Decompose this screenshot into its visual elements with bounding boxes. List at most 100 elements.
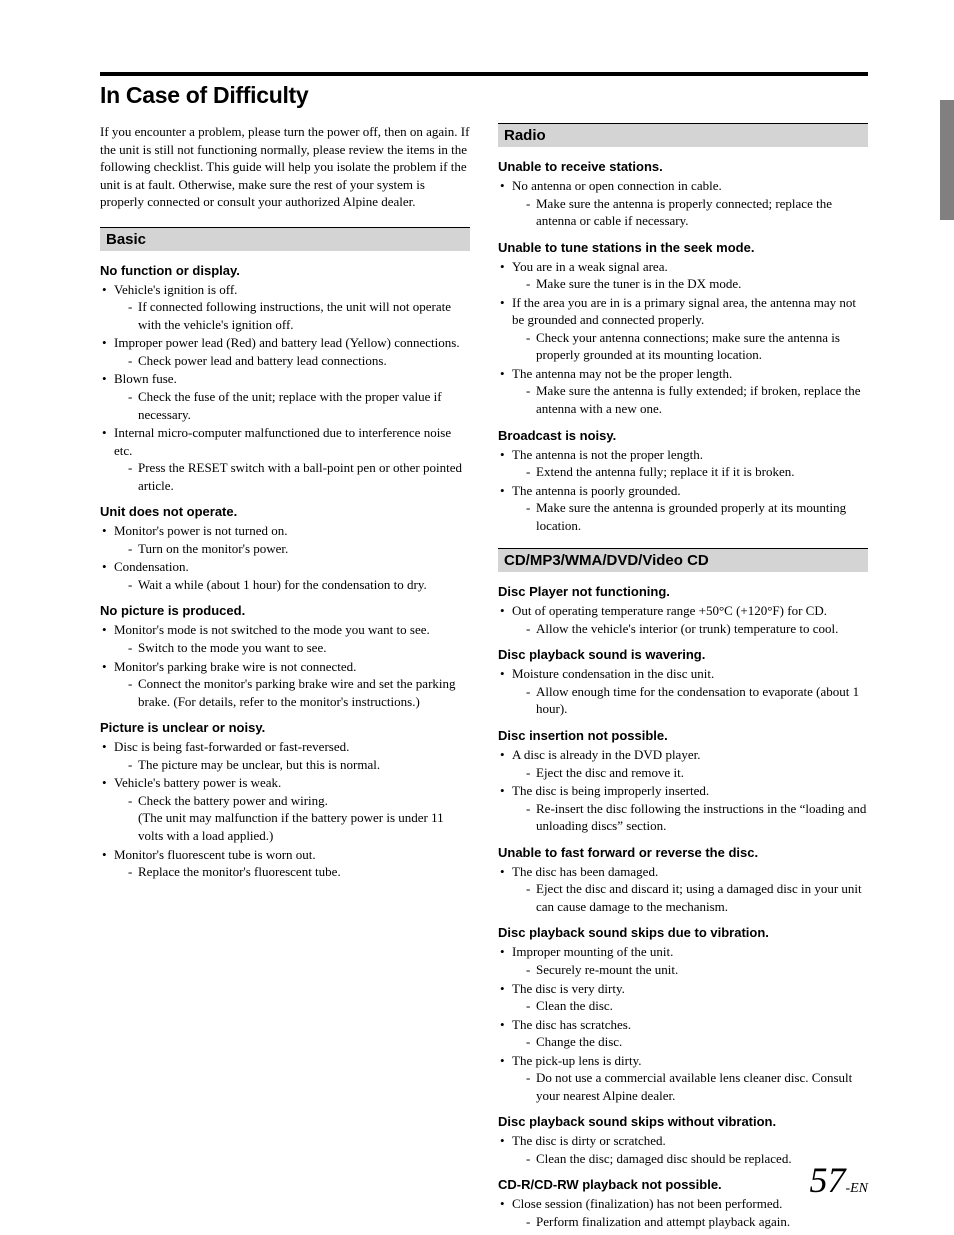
cause-list: Improper mounting of the unit. Securely … [498,943,868,1104]
cause-text: Monitor's fluorescent tube is worn out. [114,847,316,862]
intro-text: If you encounter a problem, please turn … [100,123,470,211]
cause: Vehicle's ignition is off. If connected … [100,281,470,334]
cause-text: Internal micro-computer malfunctioned du… [114,425,451,458]
cause-list: Monitor's mode is not switched to the mo… [100,621,470,710]
problem-heading: Unable to tune stations in the seek mode… [498,240,868,255]
cause: The disc has scratches. Change the disc. [498,1016,868,1051]
cause-list: Moisture condensation in the disc unit. … [498,665,868,718]
cause-text: The antenna may not be the proper length… [512,366,732,381]
cause-text: Disc is being fast-forwarded or fast-rev… [114,739,349,754]
remedy: Allow the vehicle's interior (or trunk) … [512,620,868,638]
right-column: Radio Unable to receive stations. No ant… [498,123,868,1232]
cause-list: Vehicle's ignition is off. If connected … [100,281,470,495]
problem-heading: Unable to fast forward or reverse the di… [498,845,868,860]
remedy: Extend the antenna fully; replace it if … [512,463,868,481]
cause: A disc is already in the DVD player. Eje… [498,746,868,781]
remedy: Make sure the tuner is in the DX mode. [512,275,868,293]
cause: The pick-up lens is dirty. Do not use a … [498,1052,868,1105]
problem-heading: Disc playback sound skips without vibrat… [498,1114,868,1129]
cause: The antenna is not the proper length. Ex… [498,446,868,481]
remedy: Eject the disc and remove it. [512,764,868,782]
cause-text: A disc is already in the DVD player. [512,747,700,762]
remedy: Do not use a commercial available lens c… [512,1069,868,1104]
problem-heading: No picture is produced. [100,603,470,618]
cause: Internal micro-computer malfunctioned du… [100,424,470,494]
remedy: Check power lead and battery lead connec… [114,352,470,370]
cause: Condensation. Wait a while (about 1 hour… [100,558,470,593]
remedy: If connected following instructions, the… [114,298,470,333]
cause-text: Monitor's mode is not switched to the mo… [114,622,430,637]
cause-list: The disc has been damaged. Eject the dis… [498,863,868,916]
section-cd: CD/MP3/WMA/DVD/Video CD [498,548,868,572]
problem-heading: No function or display. [100,263,470,278]
cause-text: Improper mounting of the unit. [512,944,673,959]
remedy: Change the disc. [512,1033,868,1051]
cause-text: Out of operating temperature range +50°C… [512,603,827,618]
cause: Out of operating temperature range +50°C… [498,602,868,637]
cause: Blown fuse. Check the fuse of the unit; … [100,370,470,423]
page-number: 57-EN [809,1159,868,1201]
cause: Monitor's mode is not switched to the mo… [100,621,470,656]
remedy: Make sure the antenna is grounded proper… [512,499,868,534]
cause-text: Vehicle's battery power is weak. [114,775,281,790]
cause: The antenna may not be the proper length… [498,365,868,418]
cause-text: Monitor's power is not turned on. [114,523,288,538]
cause-list: A disc is already in the DVD player. Eje… [498,746,868,835]
remedy: Check your antenna connections; make sur… [512,329,868,364]
cause-text: No antenna or open connection in cable. [512,178,722,193]
remedy: Connect the monitor's parking brake wire… [114,675,470,710]
remedy: Clean the disc. [512,997,868,1015]
cause-text: Condensation. [114,559,189,574]
remedy: Check the fuse of the unit; replace with… [114,388,470,423]
cause: Improper mounting of the unit. Securely … [498,943,868,978]
problem-heading: Disc playback sound is wavering. [498,647,868,662]
cause-list: You are in a weak signal area. Make sure… [498,258,868,418]
cause-text: Improper power lead (Red) and battery le… [114,335,460,350]
cause-text: You are in a weak signal area. [512,259,668,274]
remedy: Turn on the monitor's power. [114,540,470,558]
cause: The disc has been damaged. Eject the dis… [498,863,868,916]
remedy: The picture may be unclear, but this is … [114,756,470,774]
remedy: Allow enough time for the condensation t… [512,683,868,718]
remedy: Securely re-mount the unit. [512,961,868,979]
problem-heading: Unit does not operate. [100,504,470,519]
cause-text: The disc is very dirty. [512,981,625,996]
cause: The disc is being improperly inserted. R… [498,782,868,835]
remedy: Eject the disc and discard it; using a d… [512,880,868,915]
page-side-tab [940,100,954,220]
cause: Vehicle's battery power is weak. Check t… [100,774,470,844]
problem-heading: Disc insertion not possible. [498,728,868,743]
cause-text: If the area you are in is a primary sign… [512,295,856,328]
cause: Monitor's parking brake wire is not conn… [100,658,470,711]
cause-list: Out of operating temperature range +50°C… [498,602,868,637]
cause: Disc is being fast-forwarded or fast-rev… [100,738,470,773]
cause-list: Disc is being fast-forwarded or fast-rev… [100,738,470,880]
page-title: In Case of Difficulty [100,72,868,109]
cause-text: The disc is being improperly inserted. [512,783,709,798]
cause: Improper power lead (Red) and battery le… [100,334,470,369]
content-columns: If you encounter a problem, please turn … [100,123,868,1232]
remedy: Wait a while (about 1 hour) for the cond… [114,576,470,594]
page-number-suffix: -EN [845,1181,868,1196]
cause-text: The disc has been damaged. [512,864,658,879]
remedy: Perform finalization and attempt playbac… [512,1213,868,1231]
remedy: Replace the monitor's fluorescent tube. [114,863,470,881]
remedy: Check the battery power and wiring. [114,792,470,810]
problem-heading: Picture is unclear or noisy. [100,720,470,735]
cause-text: The antenna is poorly grounded. [512,483,681,498]
remedy-cont: (The unit may malfunction if the battery… [114,809,470,844]
problem-heading: Disc Player not functioning. [498,584,868,599]
remedy: Make sure the antenna is fully extended;… [512,382,868,417]
cause: You are in a weak signal area. Make sure… [498,258,868,293]
section-basic: Basic [100,227,470,251]
cause: No antenna or open connection in cable. … [498,177,868,230]
remedy: Make sure the antenna is properly connec… [512,195,868,230]
problem-heading: Unable to receive stations. [498,159,868,174]
cause-list: Monitor's power is not turned on. Turn o… [100,522,470,593]
cause-text: The disc is dirty or scratched. [512,1133,666,1148]
page-number-value: 57 [809,1160,845,1200]
cause: The antenna is poorly grounded. Make sur… [498,482,868,535]
cause-text: The disc has scratches. [512,1017,631,1032]
cause-text: Blown fuse. [114,371,177,386]
section-radio: Radio [498,123,868,147]
